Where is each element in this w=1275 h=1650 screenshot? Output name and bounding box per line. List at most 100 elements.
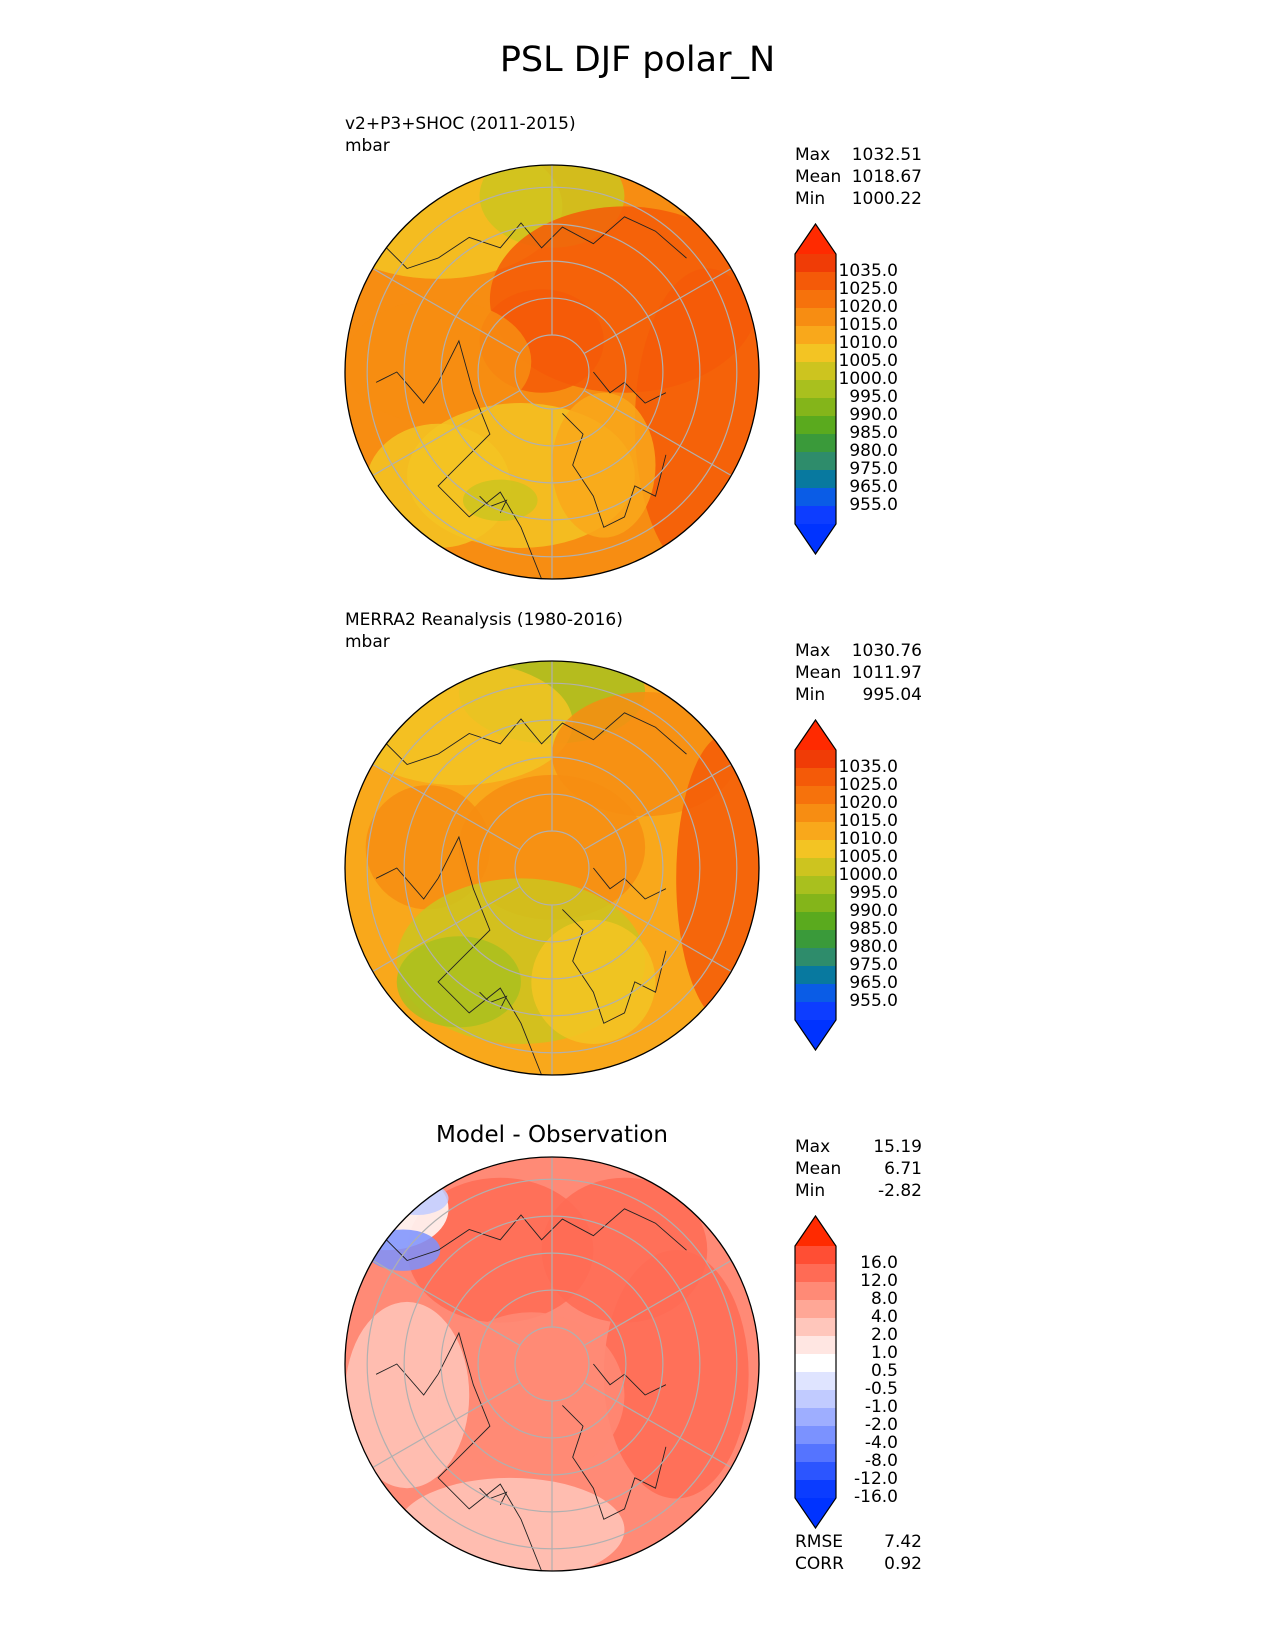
colorbar-segment xyxy=(795,1408,836,1427)
panel-3-coastline xyxy=(437,1331,543,1571)
panel-1-meridian xyxy=(372,390,521,477)
colorbar-segment xyxy=(795,1372,836,1391)
colorbar-tick-label: 1025.0 xyxy=(838,775,898,795)
stat-value: 995.04 xyxy=(862,685,922,705)
panel-3-latitude-circle xyxy=(514,1326,590,1402)
colorbar-segment xyxy=(795,1300,836,1319)
colorbar-tick-label: 1025.0 xyxy=(838,279,898,299)
panel-2-meridian xyxy=(583,763,732,850)
panel-2-meridian xyxy=(583,886,732,973)
panel-1-coastline xyxy=(562,413,667,528)
stat-value: 1018.67 xyxy=(851,167,922,187)
colorbar-under-arrow xyxy=(795,1498,836,1528)
colorbar-tick-label: 16.0 xyxy=(860,1253,898,1273)
panel-2-units: mbar xyxy=(345,632,390,652)
colorbar-tick-label: 8.0 xyxy=(870,1289,898,1309)
panel-3-map xyxy=(344,1156,760,1572)
colorbar-segment xyxy=(795,912,836,931)
panel-2-name: MERRA2 Reanalysis (1980-2016) xyxy=(345,610,623,630)
colorbar-tick-label: 12.0 xyxy=(860,1271,898,1291)
colorbar-segment xyxy=(795,858,836,877)
panel-3-colorbar xyxy=(794,1214,837,1530)
panel-1-units: mbar xyxy=(345,136,390,156)
stat-label: Max xyxy=(795,145,831,165)
panel-2-map xyxy=(344,660,760,1076)
panel-1-coastline xyxy=(437,339,543,579)
colorbar-segment xyxy=(795,452,836,471)
colorbar-tick-label: 1005.0 xyxy=(838,847,898,867)
stat-label: Mean xyxy=(795,167,842,187)
panel-1-coastline xyxy=(593,371,667,404)
panel-1-meridian xyxy=(583,267,732,354)
colorbar-segment xyxy=(795,434,836,453)
colorbar-tick-label: 2.0 xyxy=(870,1325,898,1345)
stat-min: Min 995.04 xyxy=(795,684,922,706)
panel-1-colorbar xyxy=(794,222,837,556)
stat-label: Max xyxy=(795,641,831,661)
colorbar-tick-label: 955.0 xyxy=(849,495,898,515)
colorbar-over-arrow xyxy=(795,1216,836,1246)
panel-1-meridian xyxy=(583,390,732,477)
colorbar-segment xyxy=(795,804,836,823)
panel-1-coastline xyxy=(375,371,439,404)
colorbar-segment xyxy=(795,1002,836,1021)
colorbar-segment xyxy=(795,1426,836,1445)
panel-2-coastline xyxy=(479,991,508,1009)
figure-title: PSL DJF polar_N xyxy=(499,40,776,80)
panel-2-coastline xyxy=(437,835,543,1075)
colorbar-tick-label: 1005.0 xyxy=(838,351,898,371)
panel-3-coastline xyxy=(562,1405,667,1520)
panel-1-graticule xyxy=(366,165,738,579)
colorbar-tick-label: 1020.0 xyxy=(838,793,898,813)
colorbar-segment xyxy=(795,1390,836,1409)
colorbar-tick-label: 995.0 xyxy=(849,883,898,903)
panel-1-map xyxy=(344,164,760,580)
colorbar-segment xyxy=(795,876,836,895)
panel-1-field xyxy=(345,165,759,579)
stat-corr: CORR 0.92 xyxy=(795,1553,922,1575)
colorbar-tick-label: 985.0 xyxy=(849,919,898,939)
panel-2-latitude-circle xyxy=(514,830,590,906)
colorbar-tick-label: 990.0 xyxy=(849,405,898,425)
panel-3-meridian xyxy=(583,1259,732,1346)
panel-3-field-region xyxy=(365,1229,441,1271)
panel-2-meridian xyxy=(372,763,521,850)
panel-2-boundary xyxy=(344,660,760,1076)
colorbar-segment xyxy=(795,308,836,327)
colorbar-segment xyxy=(795,1264,836,1283)
colorbar-tick-label: -12.0 xyxy=(854,1469,898,1489)
colorbar-outline xyxy=(794,718,837,1052)
colorbar-segment xyxy=(795,1318,836,1337)
colorbar-tick-label: 975.0 xyxy=(849,955,898,975)
panel-3-meridian xyxy=(372,1259,521,1346)
colorbar-segment xyxy=(795,506,836,525)
stat-mean: Mean 6.71 xyxy=(795,1158,922,1180)
panel-3-coastline xyxy=(375,1363,439,1396)
panel-2-coastline xyxy=(375,867,439,900)
colorbar-segment xyxy=(795,768,836,787)
panel-3-coastline xyxy=(593,1363,667,1396)
colorbar-tick-label: 1035.0 xyxy=(838,261,898,281)
colorbar-tick-label: 0.5 xyxy=(870,1361,898,1381)
panel-1-meridian xyxy=(372,267,521,354)
stat-max: Max 15.19 xyxy=(795,1136,922,1158)
colorbar-tick-label: -4.0 xyxy=(864,1433,898,1453)
panel-1-field-region xyxy=(552,392,656,538)
stat-value: 1011.97 xyxy=(851,663,922,683)
panel-3-title: Model - Observation xyxy=(435,1122,669,1148)
colorbar-tick-label: 990.0 xyxy=(849,901,898,921)
colorbar-segment xyxy=(795,326,836,345)
colorbar-tick-label: 1020.0 xyxy=(838,297,898,317)
panel-1-coastline xyxy=(479,495,508,513)
panel-2-field-region xyxy=(676,733,759,1024)
stat-label: Min xyxy=(795,685,826,705)
stat-min: Min -2.82 xyxy=(795,1180,922,1202)
colorbar-tick-label: 965.0 xyxy=(849,477,898,497)
colorbar-segment xyxy=(795,948,836,967)
panel-2-meridian xyxy=(372,886,521,973)
stat-max: Max 1032.51 xyxy=(795,144,922,166)
colorbar-segment xyxy=(795,380,836,399)
colorbar-segment xyxy=(795,984,836,1003)
panel-2-graticule xyxy=(366,661,738,1075)
